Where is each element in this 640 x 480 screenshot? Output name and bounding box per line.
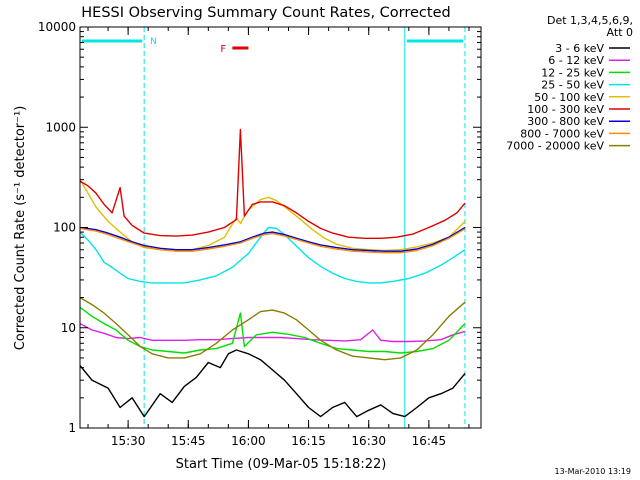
x-tick-label: 16:45 (412, 434, 447, 448)
chart-title: HESSI Observing Summary Count Rates, Cor… (81, 5, 450, 21)
series-layer (79, 128, 466, 418)
legend-entry-label: 12 - 25 keV (541, 66, 604, 79)
legend-entry-label: 25 - 50 keV (541, 79, 604, 92)
x-tick-label: 15:30 (111, 434, 146, 448)
flare-label: F (220, 44, 226, 55)
x-tick-label: 16:00 (231, 434, 266, 448)
series-line-800-7000-kev (79, 227, 466, 254)
night-label: N (150, 37, 157, 47)
legend-entry-label: 7000 - 20000 keV (506, 140, 604, 153)
x-tick-label: 16:30 (351, 434, 386, 448)
series-line-3-6-kev (79, 349, 466, 418)
series-line-25-50-kev (79, 226, 466, 284)
y-tick-label: 1000 (45, 120, 76, 134)
y-tick-label: 100 (53, 221, 76, 235)
x-axis-label: Start Time (09-Mar-05 15:18:22) (176, 457, 387, 472)
y-axis-ticks: 1 10 100 1000 10000 (38, 20, 481, 435)
legend-entry-label: 50 - 100 keV (534, 91, 604, 104)
y-axis-label: Corrected Count Rate (s⁻¹ detector⁻¹) (13, 106, 28, 351)
generation-timestamp: 13-Mar-2010 13:19 (555, 467, 632, 476)
x-tick-label: 16:15 (291, 434, 326, 448)
series-line-300-800-kev (79, 226, 466, 252)
legend-entry-label: 6 - 12 keV (548, 54, 604, 67)
x-axis-ticks: 15:30 15:45 16:00 16:15 16:30 16:45 (87, 27, 470, 448)
legend-header: Att 0 (607, 26, 633, 39)
series-line-7000-20000-kev (79, 296, 466, 361)
series-line-6-12-kev (79, 322, 466, 343)
y-tick-label: 10 (61, 321, 76, 335)
series-line-12-25-kev (79, 306, 466, 354)
legend-entry-label: 3 - 6 keV (555, 42, 604, 55)
x-tick-label: 15:45 (171, 434, 206, 448)
legend-entry-label: 100 - 300 keV (527, 103, 604, 116)
legend-entry-label: 300 - 800 keV (527, 115, 604, 128)
legend-entry-label: 800 - 7000 keV (520, 127, 604, 140)
y-tick-label: 1 (68, 421, 76, 435)
y-tick-label: 10000 (38, 20, 76, 34)
legend-header: Det 1,3,4,5,6,9, (547, 14, 633, 27)
series-line-100-300-kev (79, 128, 466, 240)
